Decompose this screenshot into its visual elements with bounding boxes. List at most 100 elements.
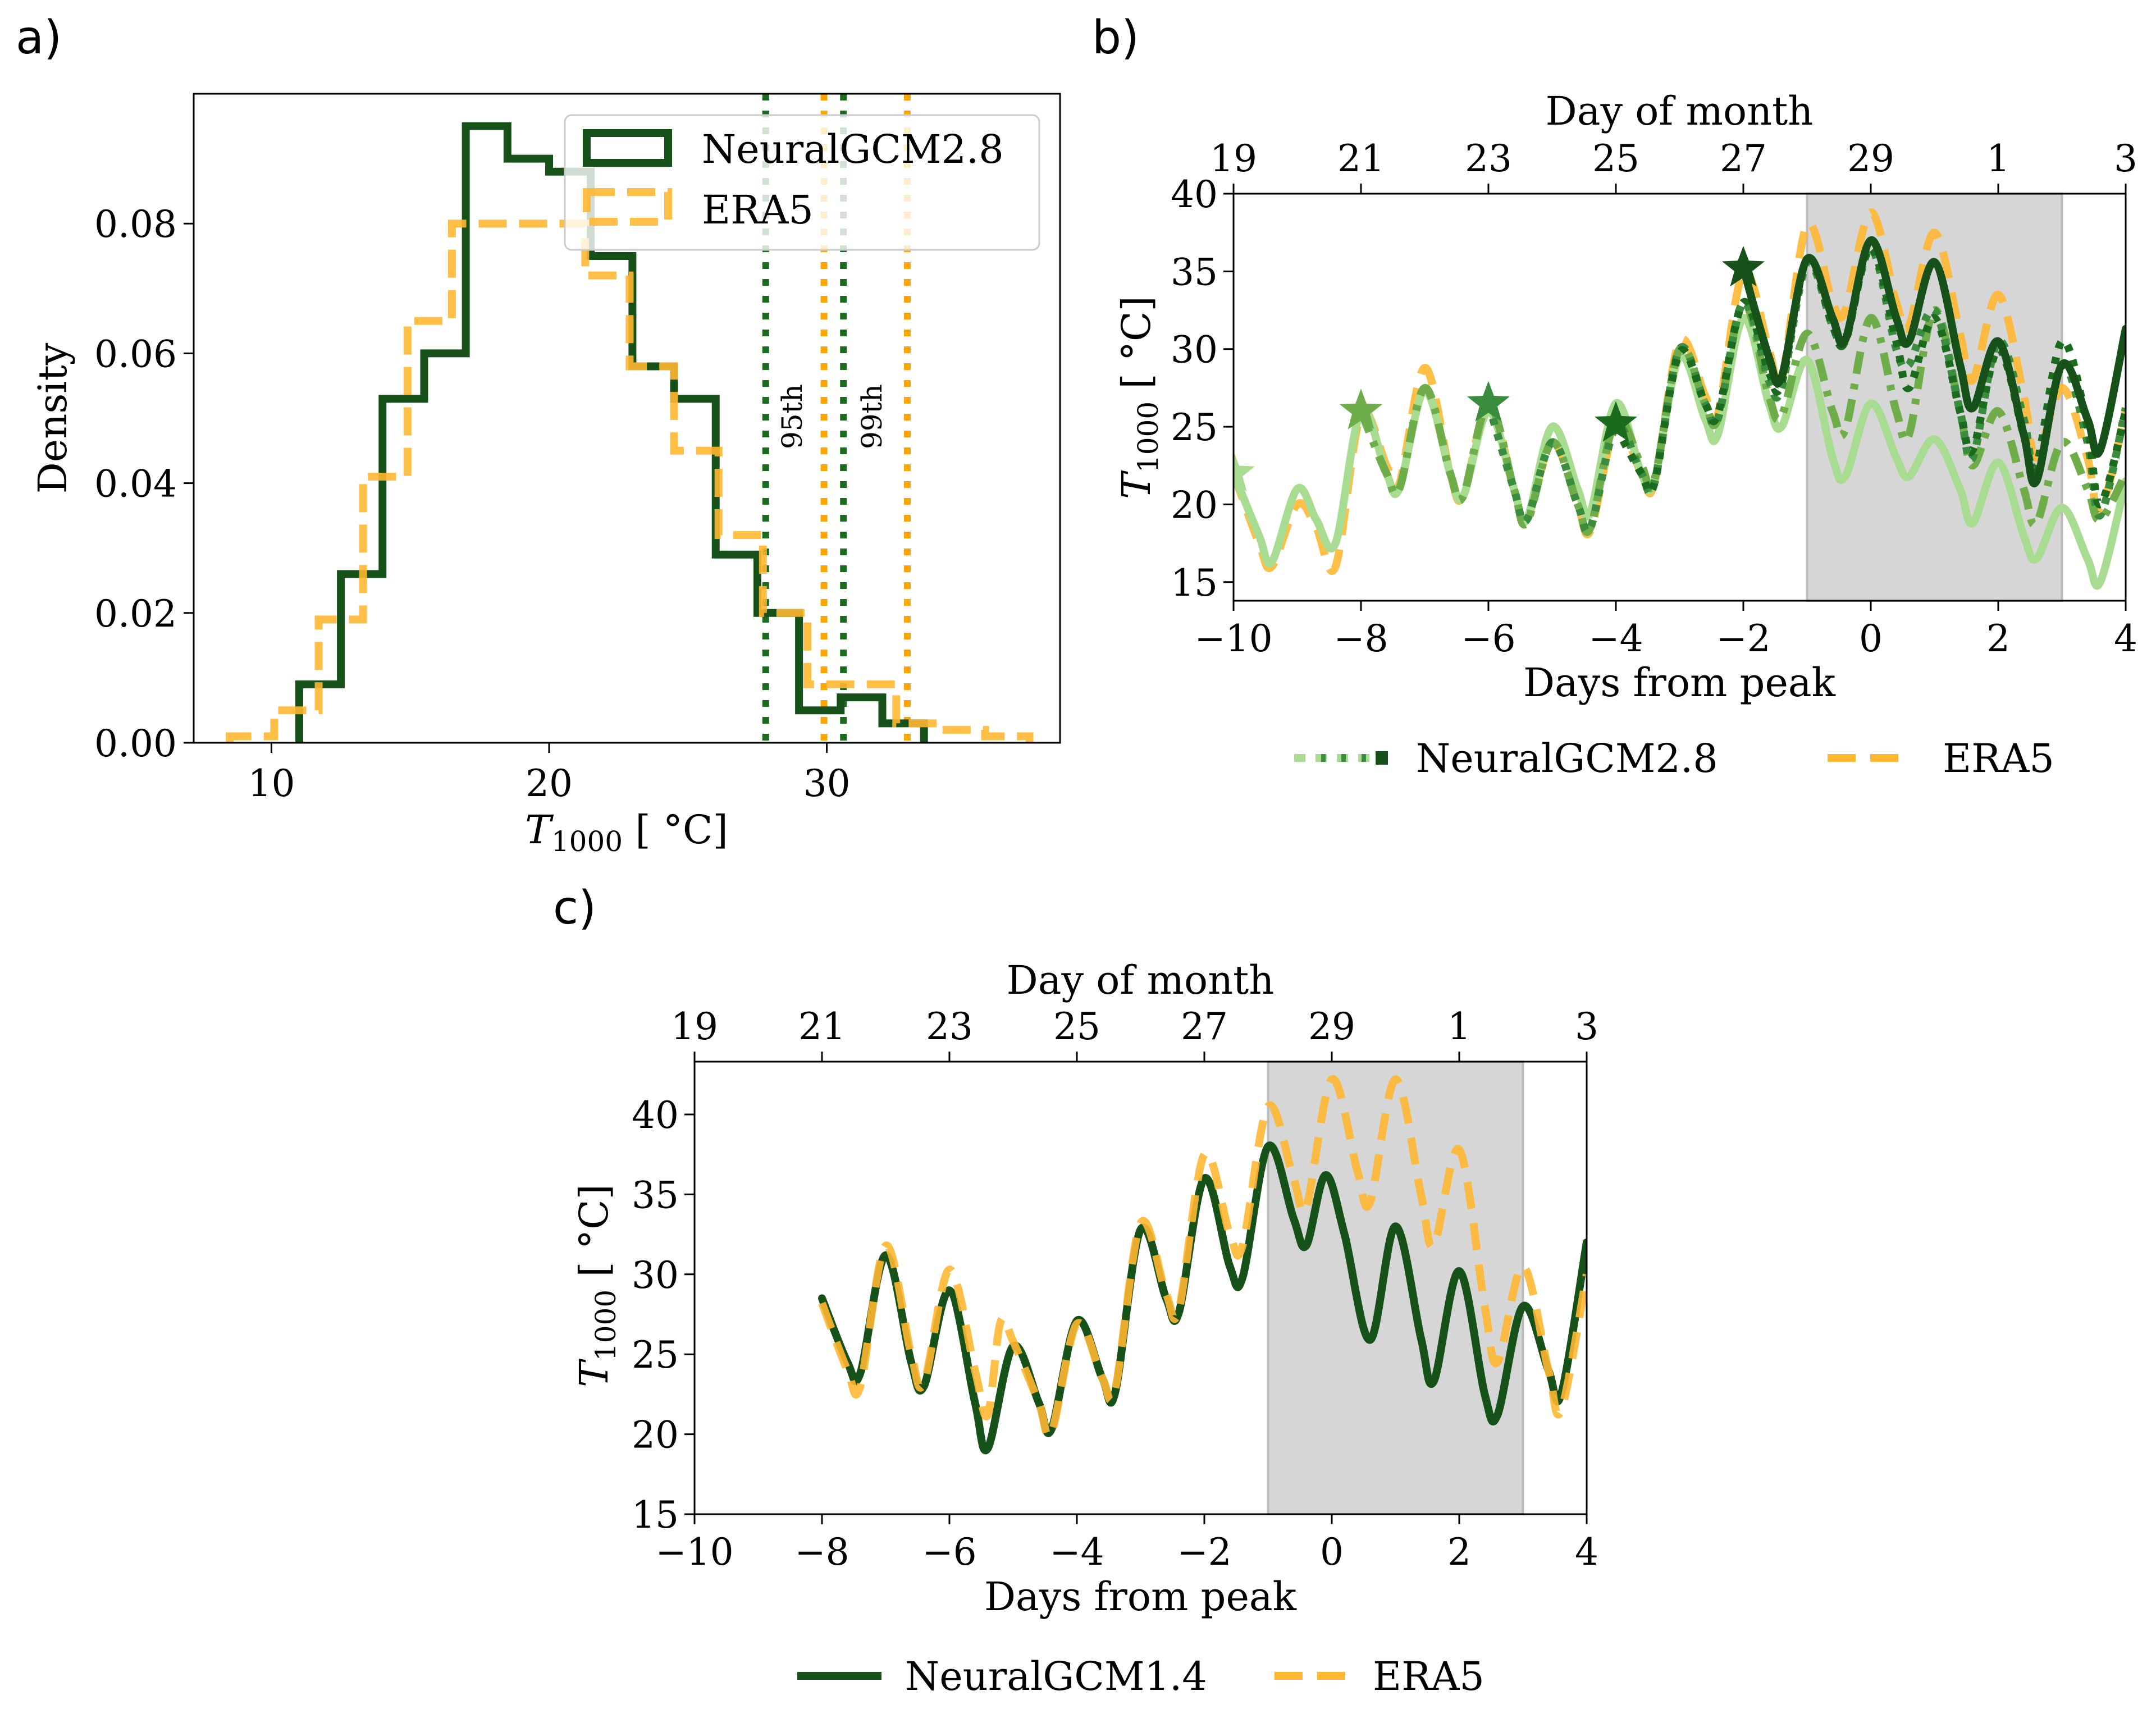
- y-tick-label: 0.06: [94, 332, 177, 376]
- histogram-bin-era5: [852, 684, 896, 743]
- legend-swatch-neuralgcm-dark: [1376, 751, 1388, 765]
- star-marker: [1594, 401, 1638, 442]
- y-axis-ticks: 15 20 25 30 35 40: [1171, 173, 1234, 605]
- top-x-axis-label: Day of month: [1546, 88, 1814, 134]
- series-line-neuralgcm2-8-member-dark-solid: [1739, 236, 2126, 487]
- panel-label-a: a): [16, 11, 62, 65]
- y-tick-label: 30: [632, 1254, 679, 1297]
- line-marks: [818, 1075, 1587, 1455]
- top-x-tick-label: 19: [671, 1005, 718, 1048]
- x-tick-label: 30: [803, 762, 851, 805]
- top-x-axis-ticks: 19 21 23 25 27 29 1 3: [1210, 137, 2137, 194]
- y-tick-label: 30: [1171, 328, 1218, 372]
- histogram-bin-era5: [674, 451, 719, 743]
- legend-swatch-neuralgcm: [583, 129, 672, 167]
- histogram-bin-era5: [363, 477, 408, 743]
- histogram-bin-era5: [452, 223, 496, 743]
- series-group: [818, 1075, 1587, 1455]
- x-tick-label: −10: [1194, 617, 1272, 660]
- percentile-label-95th: 95th: [776, 384, 808, 449]
- x-tick-label: −10: [655, 1530, 733, 1574]
- panel-b-timeseries: −10 −8 −6 −4 −2 0 2 4 19 21 23 25 27 29 1 3 15 20 25 30 35…: [1113, 88, 2137, 782]
- x-tick-label: −4: [1049, 1530, 1104, 1574]
- series-line-neuralgcm2-8-member-dark-dotted: [1612, 244, 2126, 509]
- y-axis-ticks: 15 20 25 30 35 40: [632, 1094, 695, 1537]
- x-tick-label: −6: [922, 1530, 976, 1574]
- legend-label-neuralgcm: NeuralGCM2.8: [702, 126, 1004, 172]
- y-axis-label: T1000 [ °C]: [1113, 296, 1164, 499]
- histogram-bin-era5: [541, 223, 585, 743]
- series-line-neuralgcm1-4: [818, 1141, 1587, 1455]
- histogram-bin-era5: [496, 223, 541, 743]
- y-tick-label: 20: [1171, 483, 1218, 527]
- x-tick-label: 4: [2114, 617, 2137, 660]
- star-marker: [1721, 245, 1765, 287]
- y-tick-label: 25: [632, 1333, 679, 1377]
- x-axis-label-unit: [ °C]: [623, 807, 728, 853]
- y-tick-label: 0.00: [94, 722, 177, 765]
- x-tick-label: −8: [794, 1530, 849, 1574]
- panel-label-c: c): [553, 881, 596, 935]
- legend-swatch-era5: [583, 188, 672, 226]
- y-axis-ticks: 0.00 0.02 0.04 0.06 0.08: [94, 203, 194, 765]
- top-x-tick-label: 29: [1308, 1005, 1355, 1048]
- y-tick-label: 20: [632, 1414, 679, 1457]
- top-x-tick-label: 27: [1181, 1005, 1228, 1048]
- top-x-tick-label: 21: [1337, 137, 1385, 180]
- x-axis-label-sub: 1000: [551, 825, 623, 858]
- x-axis-label-base: T: [525, 807, 554, 853]
- y-tick-label: 0.02: [94, 592, 177, 636]
- histogram-bin-era5: [629, 367, 674, 743]
- histogram-neuralgcm: [295, 122, 928, 743]
- top-x-tick-label: 27: [1720, 137, 1767, 180]
- axes-frame: [693, 1061, 1588, 1515]
- legend: NeuralGCM2.8 ERA5: [1294, 735, 2054, 782]
- top-x-tick-label: 25: [1592, 137, 1639, 180]
- panel-label-b: b): [1092, 11, 1139, 65]
- x-axis-ticks: 10 20 30: [248, 743, 851, 805]
- legend-label-era5: ERA5: [702, 187, 814, 233]
- percentile-label-99th: 99th: [856, 384, 888, 449]
- histogram-bin-era5: [985, 736, 1029, 743]
- panel-a-histogram: 10 20 30 0.00 0.02 0.04 0.06 0.08 Density T100…: [30, 93, 1061, 858]
- x-tick-label: 2: [1986, 617, 2010, 660]
- x-tick-label: −4: [1588, 617, 1643, 660]
- histogram-bin-era5: [319, 619, 363, 743]
- x-axis-ticks: −10 −8 −6 −4 −2 0 2 4: [655, 1514, 1598, 1574]
- x-tick-label: 4: [1575, 1530, 1598, 1574]
- top-x-axis-ticks: 19 21 23 25 27 29 1 3: [671, 1005, 1598, 1062]
- line-marks: [1234, 208, 2126, 590]
- top-x-tick-label: 1: [1447, 1005, 1471, 1048]
- histogram-bin-era5: [763, 613, 807, 743]
- top-x-axis-label: Day of month: [1007, 957, 1275, 1003]
- series-line-era5: [818, 1075, 1587, 1440]
- y-tick-label: 35: [632, 1173, 679, 1217]
- x-tick-label: −2: [1716, 617, 1770, 660]
- x-tick-label: 0: [1859, 617, 1883, 660]
- histogram-bin-era5: [940, 730, 985, 743]
- y-tick-label: 25: [1171, 406, 1218, 449]
- series-group: [1234, 208, 2126, 590]
- y-tick-label: 35: [1171, 250, 1218, 294]
- top-x-tick-label: 23: [1465, 137, 1512, 180]
- x-tick-label: 2: [1447, 1530, 1471, 1574]
- top-x-tick-label: 3: [2114, 137, 2137, 180]
- legend-label-neuralgcm: NeuralGCM2.8: [1416, 735, 1718, 782]
- x-tick-label: 0: [1320, 1530, 1344, 1574]
- top-x-tick-label: 25: [1053, 1005, 1100, 1048]
- top-x-tick-label: 23: [926, 1005, 973, 1048]
- top-x-tick-label: 19: [1210, 137, 1257, 180]
- legend-label-neuralgcm: NeuralGCM1.4: [905, 1653, 1207, 1699]
- x-tick-label: −6: [1461, 617, 1515, 660]
- histogram-bin-era5: [807, 684, 852, 743]
- y-axis-label: T1000 [ °C]: [571, 1184, 622, 1387]
- top-x-tick-label: 29: [1847, 137, 1894, 180]
- y-tick-label: 15: [632, 1493, 679, 1537]
- panel-c-timeseries: −10 −8 −6 −4 −2 0 2 4 19 21 23 25 27 29 1 3 15 20 25 30 35…: [571, 957, 1598, 1699]
- y-tick-label: 0.08: [94, 203, 177, 246]
- star-marker: [1467, 381, 1510, 422]
- histogram-bin-era5: [408, 321, 452, 743]
- legend-label-era5: ERA5: [1373, 1653, 1484, 1699]
- x-axis-label: T1000 [ °C]: [525, 807, 728, 858]
